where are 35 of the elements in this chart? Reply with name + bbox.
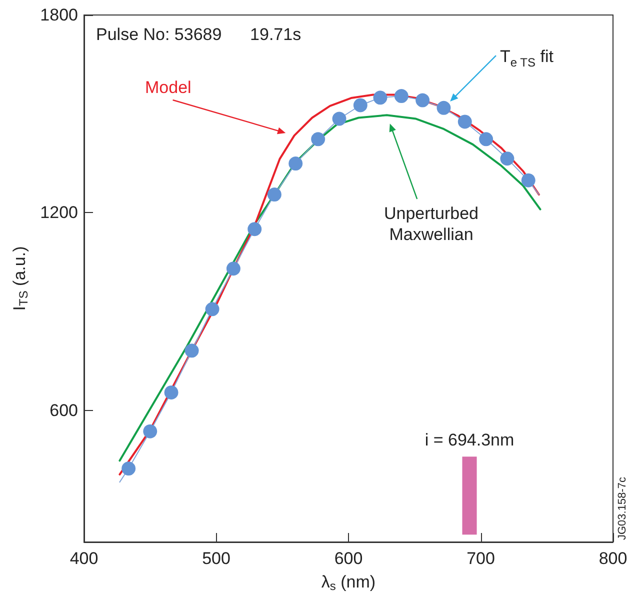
x-tick-label: 700 xyxy=(466,549,495,568)
x-tick-label: 400 xyxy=(70,549,98,568)
point xyxy=(248,222,262,236)
point xyxy=(373,90,388,105)
x-tick-label: 800 xyxy=(598,549,628,568)
y-axis-title: ITS (a.u.) xyxy=(10,246,30,311)
band-label: i = 694.3nm xyxy=(424,430,514,450)
point xyxy=(164,385,178,400)
point xyxy=(143,424,158,438)
point xyxy=(500,152,514,166)
y-tick-label: 1200 xyxy=(40,203,78,222)
annotation: Pulse No: 53689 19.71s xyxy=(96,25,302,44)
point xyxy=(184,344,199,358)
text: Unperturbed Maxwellian xyxy=(384,203,479,245)
y-tick-label: 1800 xyxy=(40,6,78,24)
point xyxy=(436,100,451,115)
point xyxy=(521,173,536,188)
point xyxy=(122,462,136,476)
point xyxy=(332,112,346,126)
point xyxy=(267,188,282,202)
y-tick-label: 600 xyxy=(50,400,78,420)
point xyxy=(311,132,326,146)
x-tick-label: 500 xyxy=(202,549,230,568)
point xyxy=(458,114,472,129)
text: Model xyxy=(145,77,192,98)
text: T$_{e TS}$ fit xyxy=(500,46,554,72)
point xyxy=(416,93,430,108)
x-tick-label: 600 xyxy=(334,549,363,568)
point xyxy=(288,156,303,171)
point xyxy=(353,98,368,112)
point xyxy=(394,89,408,104)
point xyxy=(479,132,494,146)
point xyxy=(226,262,240,276)
text: JG03.158-7c xyxy=(616,476,628,540)
point xyxy=(205,302,220,316)
